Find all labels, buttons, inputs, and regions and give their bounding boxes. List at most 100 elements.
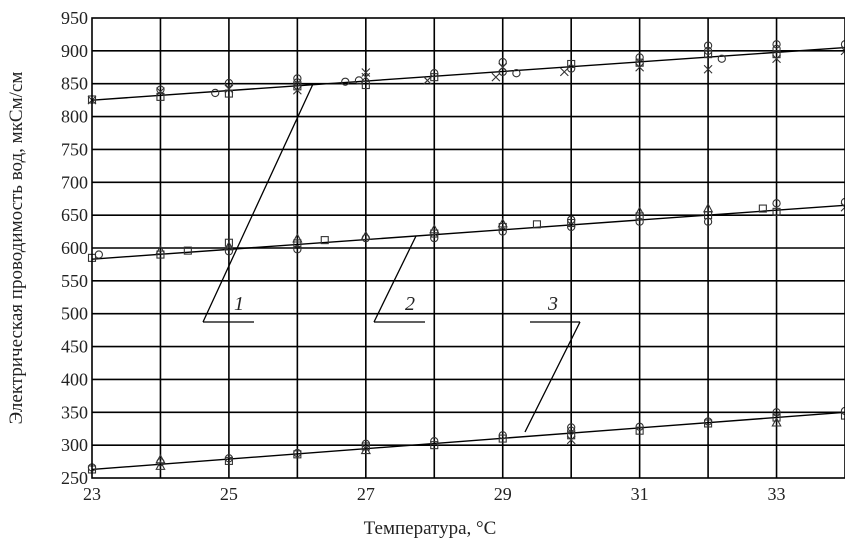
series-1-point [211,88,220,98]
series-3-point [567,426,576,435]
x-tick-label: 23 [83,484,101,504]
curve-leaders: 1 2 3 [202,83,581,433]
series-2-point [634,206,645,216]
series-3-point [840,406,845,416]
series-1-point [512,69,521,78]
y-tick-label: 750 [61,139,88,159]
series-2-point [497,218,508,228]
y-tick-label: 350 [61,402,88,422]
series-2-point [840,197,845,207]
series-3-point [635,422,644,431]
series-1-point [772,54,781,64]
series-2-point [360,230,371,240]
y-axis-label: Электрическая проводимость вод, мкСм/см [6,72,27,425]
series-2-point [498,227,507,236]
series-2-point [635,212,644,221]
y-tick-label: 400 [61,369,88,389]
series-3-point [498,431,507,440]
y-tick-label: 250 [61,468,88,488]
series-1-point [703,41,713,50]
series-1-point [772,44,781,54]
data-markers [87,40,845,474]
y-tick-label: 600 [61,238,88,258]
series-2-point [183,246,192,255]
series-3-point [635,426,644,435]
y-tick-label: 850 [61,74,88,94]
plot-frame [91,17,845,479]
series-3-point [840,411,845,420]
series-3-leader-line [524,321,581,433]
series-2-point [156,250,165,259]
series-1-point [156,87,165,96]
series-2-point [430,233,439,243]
y-tick-label: 500 [61,304,88,324]
series-1-point [293,74,302,83]
series-1-point [361,68,371,77]
tick-labels: 250 300 350 400 450 500 550 600 650 700 750 800 850 9… [61,8,786,504]
series-2-point [429,223,440,234]
series-3-point [224,456,233,465]
series-2-point [772,207,781,216]
series-1-point [224,84,234,94]
y-tick-label: 300 [61,435,88,455]
series-1-trend-line [91,46,845,101]
series-1-point [559,67,569,77]
series-3-point [224,454,234,463]
y-tick-label: 700 [61,172,88,192]
series-2-point [320,236,329,245]
x-tick-label: 29 [494,484,512,504]
series-3-point [361,442,370,451]
series-3-trend-line [91,411,845,471]
series-2-point [224,238,233,247]
series-1-leader-line [202,83,314,323]
series-3-point [772,413,781,422]
series-2-point [293,239,302,248]
y-tick-label: 550 [61,271,88,291]
series-1-point [840,46,845,56]
x-tick-label: 33 [768,484,786,504]
series-1-point [704,50,713,59]
x-axis-label: Температура, °С [364,518,497,539]
grid-lines [92,18,845,478]
series-1-point [772,50,781,59]
series-1-point [224,78,234,88]
series-1-point [498,57,507,67]
series-3-point [772,408,781,417]
series-1-point [430,73,439,82]
series-2-trend-line [91,204,845,260]
y-tick-label: 450 [61,337,88,357]
y-tick-label: 900 [61,41,88,61]
series-2-point [292,233,303,243]
series-1-point [491,72,501,82]
series-2-point [155,244,166,255]
series-3-point [430,441,439,450]
series-1-point [430,69,439,78]
series-2-point [430,229,439,238]
series-2-point [293,245,302,254]
series-1-point [567,59,576,69]
series-2-point [758,204,767,213]
series-2-point [94,250,103,259]
y-tick-label: 800 [61,107,88,127]
series-1-point [498,67,507,77]
series-3-curve-label: 3 [547,293,558,315]
series-2-point [532,220,542,229]
series-1-point [703,46,713,56]
series-2-point [567,215,576,224]
series-3-point [361,439,370,448]
series-1-point [341,77,350,86]
series-3-point [567,431,576,440]
series-1-point [717,54,726,63]
y-tick-label: 950 [61,8,88,28]
series-3-point [771,417,782,427]
series-2-point [567,218,576,228]
series-1-point [156,85,165,94]
series-3-point [155,453,166,464]
series-2-point [772,199,781,208]
trend-lines [91,46,845,471]
series-1-point [293,78,302,87]
series-3-point [293,448,302,458]
series-1-point [361,80,370,90]
series-1-curve-label: 1 [234,293,244,315]
